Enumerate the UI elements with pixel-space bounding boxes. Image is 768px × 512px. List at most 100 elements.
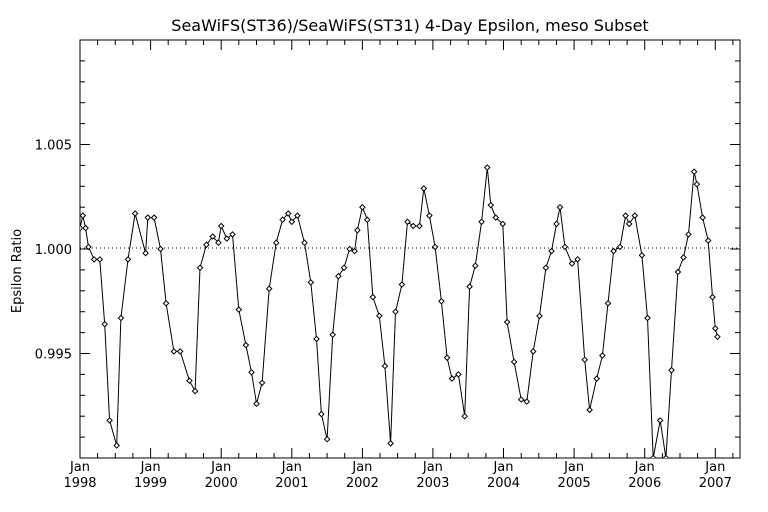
data-point <box>117 314 125 322</box>
data-point <box>313 335 320 343</box>
x-tick-label-year: 2005 <box>558 476 591 491</box>
x-tick-label-year: 2002 <box>346 476 379 491</box>
plot-series <box>80 164 721 458</box>
data-point <box>714 333 721 341</box>
y-tick-label: 1.000 <box>35 243 72 258</box>
data-point <box>685 231 692 238</box>
data-point <box>631 212 639 219</box>
data-point <box>542 264 550 272</box>
data-point <box>369 293 377 301</box>
data-point <box>106 417 113 424</box>
data-point <box>329 331 337 339</box>
data-point <box>101 320 109 328</box>
data-point <box>704 237 712 244</box>
data-point <box>215 239 222 247</box>
data-point <box>599 352 606 359</box>
data-point <box>604 299 612 307</box>
data-point <box>375 312 383 320</box>
data-point <box>644 314 651 322</box>
data-point <box>294 212 301 219</box>
data-point <box>443 354 451 362</box>
data-point <box>229 231 236 238</box>
x-tick-label-month: Jan <box>634 460 655 475</box>
data-point <box>448 375 456 382</box>
data-point <box>568 260 576 267</box>
data-point <box>80 212 87 219</box>
data-point <box>170 348 178 355</box>
data-point <box>455 371 462 378</box>
data-point <box>656 417 664 424</box>
data-point <box>416 222 423 230</box>
data-point <box>288 218 296 226</box>
data-point <box>191 387 199 395</box>
data-point <box>272 239 280 247</box>
data-point <box>680 254 687 261</box>
data-point <box>144 214 152 221</box>
data-point <box>649 454 657 458</box>
x-tick-label-month: Jan <box>210 460 231 475</box>
x-tick-label-year: 1998 <box>63 476 96 491</box>
data-point <box>209 233 217 240</box>
data-point <box>510 358 518 366</box>
y-tick-label: 0.995 <box>35 348 72 363</box>
x-tick-label-year: 2003 <box>416 476 449 491</box>
data-point <box>124 256 132 263</box>
data-point <box>426 212 433 219</box>
data-point <box>223 235 231 242</box>
series-line <box>80 167 718 458</box>
x-tick-label-month: Jan <box>563 460 584 475</box>
data-point <box>387 440 394 447</box>
data-point <box>622 212 629 219</box>
data-point <box>466 283 473 290</box>
data-point <box>499 220 507 228</box>
data-point <box>80 224 84 232</box>
data-point <box>258 379 266 387</box>
data-point <box>487 201 495 209</box>
data-point <box>478 218 485 226</box>
data-point <box>556 203 564 211</box>
data-point <box>674 268 682 276</box>
x-tick-label-year: 2006 <box>628 476 661 491</box>
data-point <box>574 256 581 263</box>
data-point <box>90 256 98 263</box>
data-point <box>503 318 511 326</box>
data-point <box>131 210 139 217</box>
data-point <box>610 247 617 255</box>
y-axis-label: Epsilon Ratio <box>10 229 25 313</box>
data-point <box>248 368 255 376</box>
data-point <box>318 410 325 418</box>
data-point <box>536 312 543 320</box>
data-point <box>340 264 348 272</box>
x-tick-label-month: Jan <box>281 460 302 475</box>
x-tick-label-year: 2004 <box>487 476 520 491</box>
y-axis: 0.995 1.000 1.005 <box>35 139 740 363</box>
x-tick-label-month: Jan <box>351 460 372 475</box>
data-point <box>553 220 560 228</box>
data-point <box>323 435 331 443</box>
x-tick-label-month: Jan <box>69 460 90 475</box>
x-tick-label-year: 2000 <box>205 476 238 491</box>
data-point <box>335 272 342 280</box>
x-tick-label-month: Jan <box>422 460 443 475</box>
data-point <box>461 412 469 420</box>
data-point <box>693 180 701 188</box>
data-point <box>85 243 92 251</box>
data-point <box>150 214 158 221</box>
data-point <box>586 406 593 414</box>
data-point <box>203 241 210 249</box>
data-point <box>409 222 417 230</box>
data-point <box>253 400 260 408</box>
data-point <box>638 251 646 259</box>
data-point <box>523 398 531 405</box>
data-point <box>690 168 698 176</box>
data-point <box>593 375 601 382</box>
data-point <box>517 396 525 403</box>
data-point <box>438 297 445 305</box>
data-point <box>363 216 371 224</box>
data-point <box>404 218 411 226</box>
data-point <box>668 366 675 374</box>
data-point <box>346 245 353 253</box>
data-point <box>359 203 366 211</box>
data-point <box>354 226 361 234</box>
data-point <box>235 306 243 313</box>
